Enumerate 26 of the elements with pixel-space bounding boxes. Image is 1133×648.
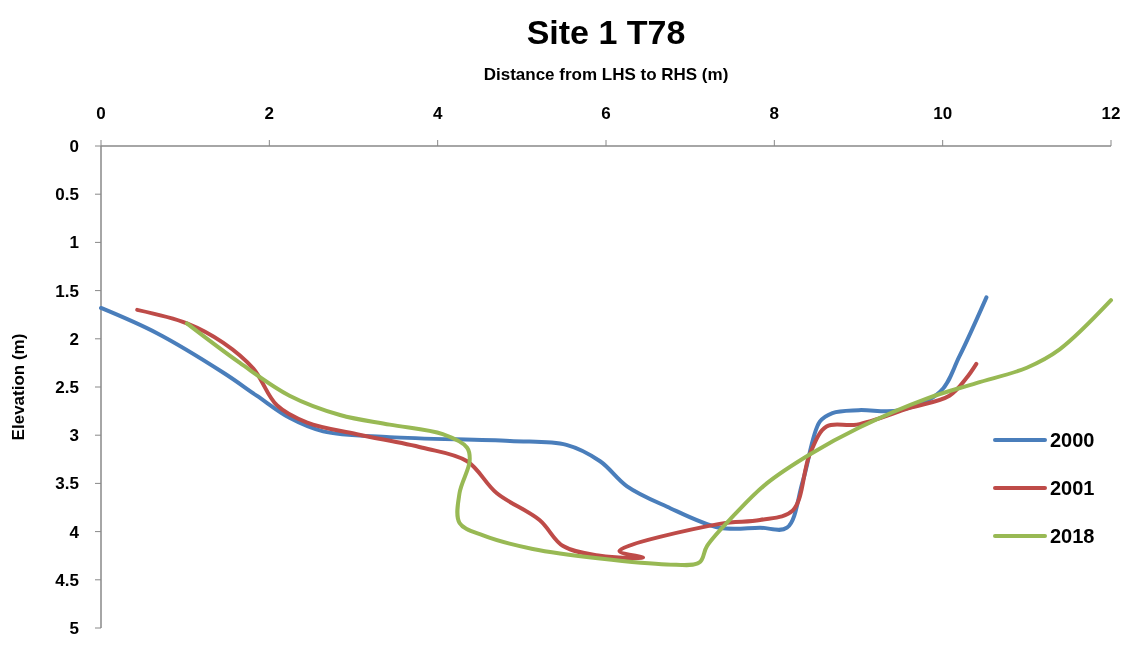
y-tick-label: 2: [69, 329, 79, 349]
y-tick-label: 0: [69, 136, 79, 156]
x-tick-label: 4: [432, 104, 443, 123]
x-tick-label: 12: [1101, 104, 1121, 123]
line-series: [135, 307, 979, 561]
x-tick-label: 10: [933, 104, 953, 123]
x-tick-label: 0: [96, 104, 106, 123]
y-tick-label: 2.5: [55, 377, 79, 397]
y-tick-label: 1: [69, 233, 79, 253]
y-tick-label: 3.5: [55, 474, 79, 494]
x-axis-title: Distance from LHS to RHS (m): [483, 65, 729, 84]
x-tick-label: 8: [769, 104, 780, 123]
legend-label: 2000: [1050, 429, 1095, 451]
chart-title: Site 1 T78: [526, 13, 686, 51]
y-tick-label: 3: [69, 426, 79, 446]
legend-label: 2018: [1050, 525, 1095, 547]
x-tick-label: 6: [601, 104, 611, 123]
y-tick-label: 5: [69, 618, 79, 638]
line-series: [184, 298, 1113, 568]
y-tick-label: 4.5: [55, 570, 79, 590]
y-tick-label: 0.5: [55, 185, 79, 205]
y-axis-title: Elevation (m): [9, 333, 28, 441]
legend-label: 2001: [1050, 477, 1095, 499]
x-tick-label: 2: [264, 104, 275, 123]
y-tick-label: 4: [69, 522, 80, 542]
y-tick-label: 1.5: [55, 281, 79, 301]
